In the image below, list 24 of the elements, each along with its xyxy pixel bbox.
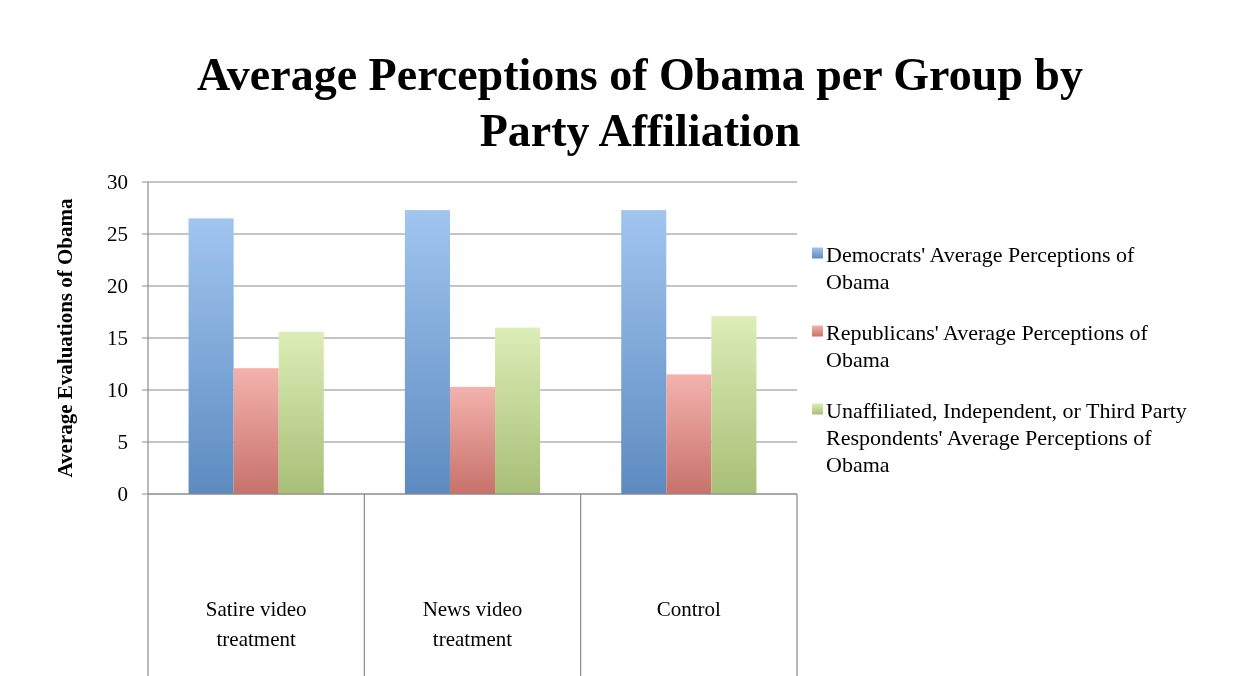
legend-label: Democrats' Average Perceptions of Obama — [826, 241, 1136, 294]
bar — [188, 218, 234, 494]
y-tick-label: 30 — [107, 170, 128, 194]
y-tick-label: 10 — [107, 378, 128, 402]
y-axis-title: Average Evaluations of Obama — [53, 198, 77, 478]
y-tick-label: 5 — [117, 430, 128, 454]
bar — [495, 327, 541, 494]
x-tick-label: Control — [656, 597, 722, 621]
bar — [621, 210, 667, 494]
chart-title: Average Perceptions of Obama per Group by Party Affiliation — [197, 49, 1083, 156]
y-tick-label: 15 — [107, 326, 128, 350]
y-tick-label: 20 — [107, 274, 128, 298]
bar — [278, 331, 324, 494]
bar — [233, 368, 279, 494]
x-tick-label: News video treatment — [422, 597, 523, 651]
bar — [404, 210, 450, 494]
legend-label: Republicans' Average Perceptions of Obama — [826, 319, 1149, 372]
bar — [449, 386, 496, 494]
bar — [711, 316, 757, 494]
y-tick-label: 25 — [107, 222, 128, 246]
x-tick-label: Satire video treatment — [205, 597, 307, 651]
y-tick-label: 0 — [117, 482, 128, 506]
bar — [666, 374, 712, 494]
legend-label: Unaffiliated, Independent, or Third Party Respondents' Average Perceptions of Obama — [826, 397, 1187, 477]
